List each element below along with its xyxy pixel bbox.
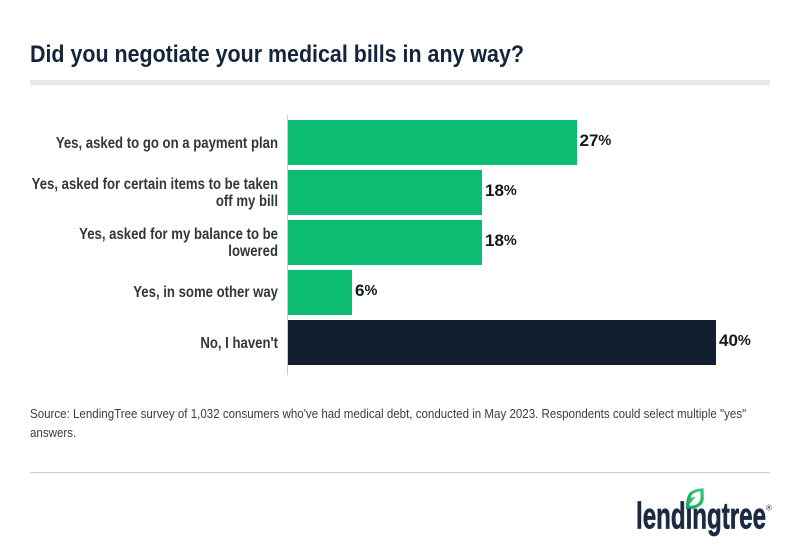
svg-text:lendıngtree: lendıngtree: [636, 495, 766, 536]
svg-text:®: ®: [766, 504, 772, 513]
